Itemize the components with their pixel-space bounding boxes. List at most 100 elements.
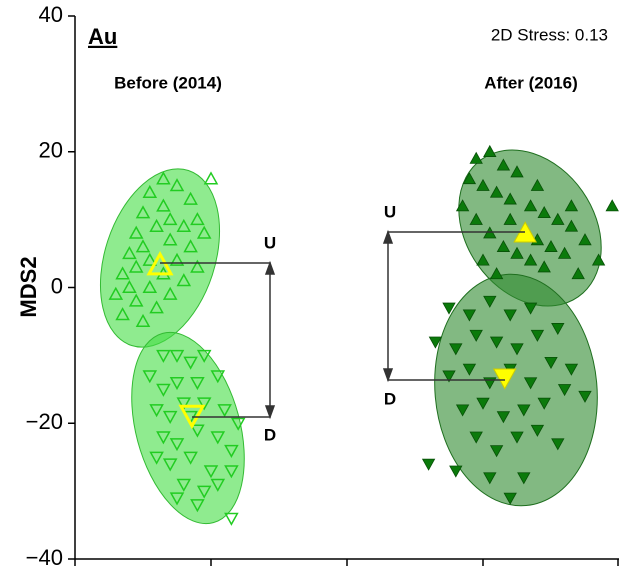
point <box>122 246 137 260</box>
point <box>557 384 572 397</box>
point <box>517 404 531 417</box>
point <box>183 451 198 465</box>
y-tick-label: −20 <box>26 409 63 434</box>
point <box>203 171 219 185</box>
point <box>489 336 504 349</box>
point <box>537 397 551 410</box>
point <box>442 302 456 315</box>
point <box>537 206 551 219</box>
point <box>483 472 497 485</box>
point <box>469 151 483 164</box>
arrowhead <box>264 405 276 420</box>
point <box>578 390 592 403</box>
y-axis-label: MDS2 <box>16 256 41 317</box>
point <box>578 233 592 246</box>
point <box>149 218 164 232</box>
group-ellipse <box>131 331 245 525</box>
point <box>551 438 565 451</box>
arrowhead <box>264 260 276 275</box>
centroid <box>178 404 206 430</box>
point <box>142 279 158 294</box>
point <box>190 212 205 226</box>
point <box>183 356 198 370</box>
point <box>176 218 192 232</box>
bracket-label: U <box>264 233 276 252</box>
point <box>489 445 504 458</box>
point <box>551 212 565 225</box>
point <box>517 472 531 485</box>
point <box>135 205 151 219</box>
point <box>496 158 511 171</box>
point <box>224 512 239 526</box>
point <box>190 499 205 513</box>
point <box>135 313 151 327</box>
point <box>142 370 158 384</box>
point <box>176 478 192 492</box>
point <box>564 219 579 232</box>
point <box>190 259 205 273</box>
point <box>162 232 178 246</box>
group-label: Before (2014) <box>114 73 222 92</box>
point <box>449 343 463 356</box>
point <box>162 458 178 472</box>
point <box>169 178 185 192</box>
point <box>469 329 483 342</box>
point <box>510 165 524 178</box>
point <box>489 267 504 280</box>
bracket <box>160 262 271 418</box>
point <box>449 465 463 478</box>
point <box>503 212 517 225</box>
group-ellipse <box>99 168 221 348</box>
point <box>156 349 171 363</box>
point <box>591 253 606 266</box>
arrowhead <box>382 368 394 383</box>
point <box>476 397 490 410</box>
point <box>483 295 497 308</box>
point <box>469 212 483 225</box>
point <box>476 178 490 191</box>
y-tick-label: −40 <box>26 545 63 569</box>
point <box>544 356 558 369</box>
point <box>203 465 219 479</box>
point <box>476 253 490 266</box>
point <box>210 431 226 445</box>
point <box>503 309 517 322</box>
point <box>530 424 545 437</box>
point <box>156 383 171 397</box>
point <box>196 349 212 363</box>
point <box>115 307 130 321</box>
point <box>122 279 137 294</box>
point <box>183 239 198 253</box>
stress-label: 2D Stress: 0.13 <box>491 25 608 44</box>
point <box>156 431 171 445</box>
point <box>442 370 456 383</box>
bracket <box>387 231 525 381</box>
point <box>217 404 232 418</box>
point <box>496 239 511 252</box>
point <box>169 376 185 391</box>
point <box>551 323 565 336</box>
point <box>557 246 572 259</box>
point <box>421 458 436 471</box>
point <box>128 259 144 273</box>
y-tick-label: 40 <box>39 2 63 27</box>
point <box>462 363 477 376</box>
point <box>156 171 171 185</box>
point <box>510 246 524 259</box>
point <box>196 225 212 239</box>
point <box>523 377 538 390</box>
point <box>196 397 212 411</box>
point <box>224 444 239 458</box>
point <box>115 266 130 280</box>
point <box>162 410 178 425</box>
point <box>169 438 185 452</box>
point <box>128 225 144 239</box>
point <box>483 144 497 157</box>
point <box>142 252 158 266</box>
point <box>196 485 212 499</box>
point <box>230 417 246 431</box>
point <box>162 212 178 226</box>
point <box>510 343 524 356</box>
point <box>455 199 470 212</box>
point <box>142 184 158 199</box>
